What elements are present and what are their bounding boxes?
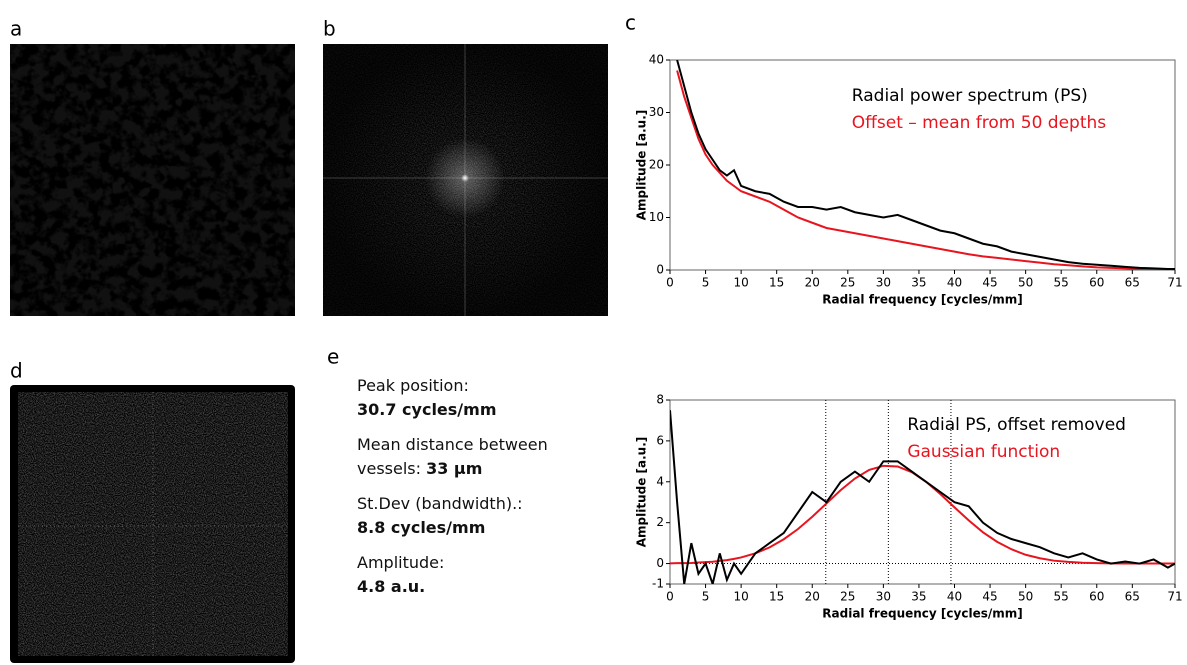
x-tick-label: 10 xyxy=(733,276,748,290)
panel-label: d xyxy=(10,359,23,383)
x-tick-label: 65 xyxy=(1125,590,1140,604)
y-axis-title: Amplitude [a.u.] xyxy=(635,110,649,221)
y-tick-label: 10 xyxy=(649,210,664,224)
x-tick-label: 15 xyxy=(769,276,784,290)
stat: St.Dev (bandwidth).: 8.8 cycles/mm xyxy=(357,492,597,540)
data-line xyxy=(670,410,1175,584)
panel-label: c xyxy=(625,11,636,35)
data-line xyxy=(676,60,1175,270)
stat-value: 8.8 cycles/mm xyxy=(357,518,486,537)
stat: Amplitude: 4.8 a.u. xyxy=(357,551,597,599)
x-tick-label: 5 xyxy=(702,590,710,604)
x-tick-label: 35 xyxy=(911,590,926,604)
legend-entry: Radial power spectrum (PS) xyxy=(852,86,1088,106)
x-tick-label: 5 xyxy=(702,276,710,290)
stat-label: Peak position: xyxy=(357,376,469,395)
x-tick-label: 30 xyxy=(876,276,891,290)
x-tick-label: 71 xyxy=(1167,590,1182,604)
x-tick-label: 40 xyxy=(947,590,962,604)
y-tick-label: 6 xyxy=(656,433,664,447)
x-tick-label: 40 xyxy=(947,276,962,290)
legend-entry: Gaussian function xyxy=(907,442,1060,462)
legend-entry: Offset – mean from 50 depths xyxy=(852,113,1106,133)
x-tick-label: 60 xyxy=(1089,276,1104,290)
x-tick-label: 71 xyxy=(1167,276,1182,290)
legend-entry: Radial PS, offset removed xyxy=(907,415,1126,435)
y-tick-label: 40 xyxy=(649,53,664,67)
y-tick-label: -1 xyxy=(652,577,664,591)
stat-label: St.Dev (bandwidth).: xyxy=(357,494,523,513)
x-tick-label: 65 xyxy=(1125,276,1140,290)
y-tick-label: 0 xyxy=(656,556,664,570)
x-axis-title: Radial frequency [cycles/mm] xyxy=(822,293,1022,307)
stat-value: 30.7 cycles/mm xyxy=(357,400,497,419)
stat: Mean distance between vessels: 33 µm xyxy=(357,433,597,481)
image-b xyxy=(323,44,608,316)
stats-panel: Peak position: 30.7 cycles/mm Mean dista… xyxy=(357,374,597,610)
stat: Peak position: 30.7 cycles/mm xyxy=(357,374,597,422)
image-a xyxy=(10,44,295,316)
x-tick-label: 55 xyxy=(1054,590,1069,604)
y-tick-label: 0 xyxy=(656,263,664,277)
x-tick-label: 30 xyxy=(876,590,891,604)
panel-label: e xyxy=(327,345,339,369)
x-tick-label: 0 xyxy=(666,276,674,290)
y-tick-label: 2 xyxy=(656,515,664,529)
stat-label: Mean distance between vessels: xyxy=(357,435,548,478)
y-tick-label: 30 xyxy=(649,105,664,119)
x-tick-label: 20 xyxy=(805,276,820,290)
x-tick-label: 15 xyxy=(769,590,784,604)
panel-label: a xyxy=(10,17,22,41)
plot-frame xyxy=(669,399,1176,585)
y-tick-label: 8 xyxy=(656,393,664,407)
x-tick-label: 10 xyxy=(733,590,748,604)
stat-value: 4.8 a.u. xyxy=(357,577,426,596)
image-d xyxy=(10,385,295,663)
stat-label: Amplitude: xyxy=(357,553,445,572)
x-tick-label: 35 xyxy=(911,276,926,290)
panel-label: b xyxy=(323,17,336,41)
y-tick-label: 4 xyxy=(656,474,664,488)
x-tick-label: 55 xyxy=(1054,276,1069,290)
x-tick-label: 25 xyxy=(840,590,855,604)
x-tick-label: 60 xyxy=(1089,590,1104,604)
x-tick-label: 0 xyxy=(666,590,674,604)
data-line xyxy=(670,464,1175,565)
y-axis-title: Amplitude [a.u.] xyxy=(635,437,649,548)
x-tick-label: 45 xyxy=(982,590,997,604)
x-tick-label: 25 xyxy=(840,276,855,290)
stat-value: 33 µm xyxy=(426,459,483,478)
data-line xyxy=(676,70,1175,270)
x-tick-label: 50 xyxy=(1018,590,1033,604)
x-tick-label: 50 xyxy=(1018,276,1033,290)
x-tick-label: 20 xyxy=(805,590,820,604)
x-axis-title: Radial frequency [cycles/mm] xyxy=(822,607,1022,621)
y-tick-label: 20 xyxy=(649,158,664,172)
x-tick-label: 45 xyxy=(982,276,997,290)
